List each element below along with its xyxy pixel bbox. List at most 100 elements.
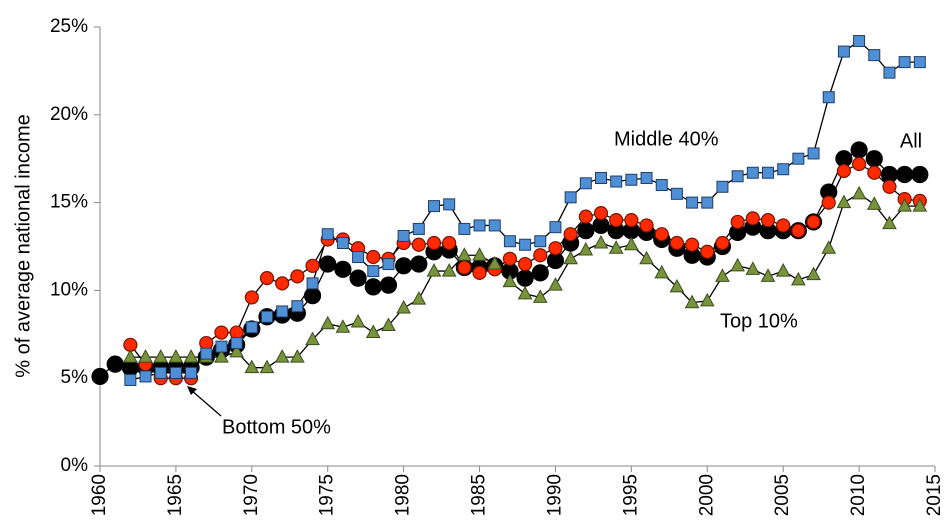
point (579, 177, 592, 190)
point (609, 213, 624, 228)
point (261, 310, 273, 323)
point (851, 156, 867, 172)
point (882, 215, 897, 230)
point (124, 373, 137, 386)
point (563, 227, 578, 242)
point (200, 347, 213, 360)
point (821, 195, 836, 210)
point (319, 255, 337, 273)
point (245, 321, 258, 334)
point (792, 152, 805, 165)
point (244, 290, 259, 305)
point (396, 299, 411, 314)
point (654, 227, 669, 242)
point (516, 269, 534, 287)
point (169, 366, 182, 379)
point (730, 257, 745, 272)
point (865, 150, 883, 168)
point (608, 240, 624, 254)
point (639, 218, 654, 233)
point (533, 248, 548, 263)
series-label: All (900, 130, 922, 152)
point (837, 45, 850, 58)
point (411, 237, 426, 252)
point (229, 343, 244, 358)
point (349, 269, 367, 287)
point (275, 276, 290, 291)
point (441, 263, 457, 277)
point (442, 235, 457, 251)
point (669, 278, 685, 293)
point (183, 349, 199, 363)
point (352, 251, 365, 264)
x-tick-label: 1975 (317, 474, 338, 516)
point (532, 289, 548, 303)
point (517, 256, 533, 272)
point (655, 179, 668, 192)
y-tick-label: 10% (50, 279, 88, 300)
point (364, 278, 382, 296)
y-axis-label: % of average national income (12, 114, 34, 378)
point (502, 251, 518, 266)
point (366, 249, 381, 265)
point (548, 241, 563, 256)
point (367, 265, 380, 278)
point (214, 325, 229, 340)
point (321, 228, 334, 241)
point (701, 196, 714, 209)
x-tick-label: 2005 (772, 474, 793, 516)
point (806, 214, 821, 230)
point (639, 250, 654, 265)
point (306, 277, 319, 290)
point (428, 200, 440, 213)
point (806, 266, 821, 281)
point (760, 268, 776, 282)
y-tick-label: 15% (50, 192, 88, 213)
point (716, 180, 729, 193)
point (715, 235, 730, 251)
point (397, 229, 410, 242)
x-tick-label: 1980 (393, 474, 414, 516)
series-label: Top 10% (720, 310, 798, 332)
point (457, 260, 472, 275)
point (912, 198, 928, 212)
point (412, 222, 425, 235)
point (503, 235, 516, 248)
point (913, 56, 926, 69)
point (700, 244, 715, 259)
point (853, 35, 866, 48)
point (336, 236, 349, 249)
point (577, 222, 595, 240)
point (517, 285, 533, 300)
point (487, 256, 503, 270)
point (776, 218, 791, 233)
point (472, 265, 487, 280)
point (443, 198, 456, 211)
point (868, 49, 881, 62)
point (593, 206, 609, 221)
point (730, 214, 745, 230)
point (488, 219, 501, 232)
arrow-head (187, 386, 197, 395)
point (290, 349, 305, 363)
y-tick-label: 0% (61, 455, 89, 476)
point (334, 260, 352, 278)
point (215, 340, 228, 353)
point (502, 273, 518, 288)
x-tick-label: 1960 (89, 474, 110, 516)
x-tick-label: 1990 (544, 474, 565, 516)
point (791, 223, 806, 238)
y-tick-label: 5% (61, 367, 89, 388)
point (138, 349, 153, 363)
point (410, 255, 428, 273)
point (640, 172, 653, 185)
y-tick-label: 20% (50, 104, 88, 125)
point (91, 367, 109, 386)
point (168, 349, 184, 363)
point (898, 56, 911, 69)
point (882, 179, 897, 194)
point (320, 315, 336, 330)
point (153, 349, 169, 363)
series-label: Middle 40% (614, 128, 719, 150)
